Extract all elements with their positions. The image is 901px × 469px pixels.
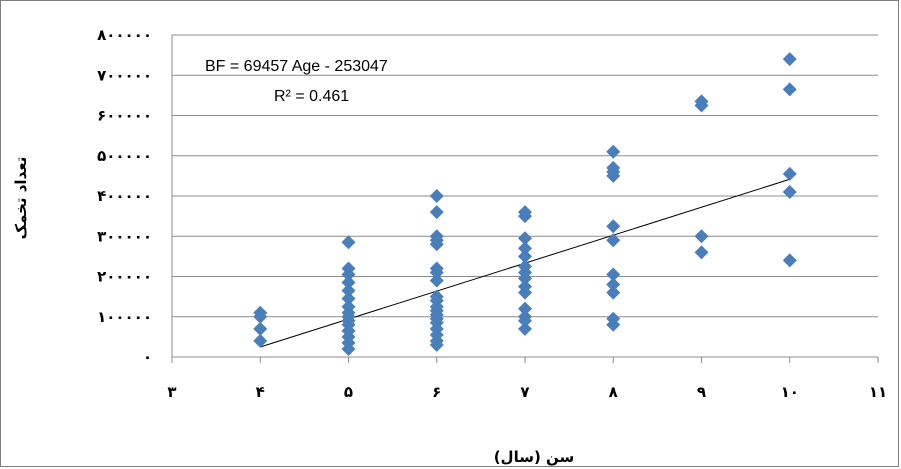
- x-tick-label: ۵: [344, 383, 353, 401]
- data-point: [341, 291, 356, 306]
- axes: [171, 35, 879, 363]
- data-point: [518, 249, 532, 264]
- data-point: [782, 52, 797, 67]
- data-point: [606, 233, 621, 248]
- x-tick-label: ۱۰: [781, 383, 799, 401]
- data-point: [782, 166, 797, 181]
- data-point: [253, 321, 268, 336]
- data-point: [518, 209, 532, 224]
- data-point: [429, 337, 444, 352]
- y-tick-label: ۵۰۰۰۰۰: [97, 147, 152, 165]
- data-point: [606, 219, 621, 234]
- y-tick-label: ۷۰۰۰۰۰: [97, 66, 152, 84]
- data-point: [341, 235, 356, 250]
- data-point: [694, 229, 709, 244]
- x-tick-label: ۳: [167, 383, 176, 401]
- data-point: [429, 265, 444, 280]
- data-point: [606, 317, 621, 332]
- x-tick-label: ۸: [609, 383, 618, 401]
- r-squared-label: R² = 0.461: [274, 88, 349, 105]
- data-point: [429, 189, 444, 203]
- data-point: [341, 283, 356, 298]
- y-axis-title: تعداد تخمک: [12, 157, 30, 240]
- x-tick-label: ۱۱: [869, 383, 887, 401]
- data-point: [606, 144, 621, 159]
- data-point: [606, 277, 621, 292]
- data-point: [782, 184, 797, 199]
- data-point: [341, 275, 356, 290]
- y-tick-label: ۳۰۰۰۰۰: [97, 227, 152, 245]
- data-point: [782, 82, 797, 97]
- data-point: [606, 285, 621, 300]
- y-tick-label: ۴۰۰۰۰۰: [97, 187, 152, 205]
- data-point: [518, 241, 532, 256]
- data-point: [429, 237, 444, 252]
- y-tick-labels: ۰ ۱۰۰۰۰۰ ۲۰۰۰۰۰ ۳۰۰۰۰۰ ۴۰۰۰۰۰ ۵۰۰۰۰۰ ۶۰۰۰۰۰ ۷۰۰…: [97, 26, 152, 366]
- y-tick-label: ۰: [143, 348, 152, 366]
- x-tick-label: ۹: [697, 383, 706, 401]
- x-tick-label: ۶: [432, 383, 441, 401]
- data-point: [429, 273, 444, 288]
- x-tick-label: ۷: [520, 383, 529, 401]
- data-point: [606, 168, 621, 183]
- y-tick-label: ۸۰۰۰۰۰: [97, 26, 152, 44]
- x-tick-label: ۴: [256, 383, 265, 401]
- data-point: [518, 271, 532, 286]
- trendline-equation: BF = 69457 Age - 253047: [205, 58, 388, 75]
- data-point: [253, 333, 268, 348]
- data-point: [694, 245, 709, 260]
- data-point: [341, 341, 356, 356]
- gridlines: [172, 34, 878, 318]
- y-tick-label: ۶۰۰۰۰۰: [97, 107, 152, 125]
- data-point: [694, 98, 709, 113]
- data-point: [518, 231, 532, 246]
- x-tick-labels: ۳ ۴ ۵ ۶ ۷ ۸ ۹ ۱۰ ۱۱: [167, 383, 887, 401]
- data-points: [253, 52, 797, 356]
- data-point: [518, 301, 532, 316]
- data-point: [253, 309, 268, 324]
- data-point: [782, 253, 797, 268]
- data-point: [341, 267, 356, 282]
- data-point: [518, 285, 532, 300]
- y-tick-label: ۱۰۰۰۰۰: [97, 308, 152, 326]
- data-point: [606, 267, 621, 282]
- y-tick-label: ۲۰۰۰۰۰: [97, 268, 152, 286]
- data-point: [518, 313, 532, 328]
- data-point: [429, 205, 444, 220]
- data-point: [518, 321, 532, 336]
- x-axis-title: سن (سال): [494, 448, 575, 466]
